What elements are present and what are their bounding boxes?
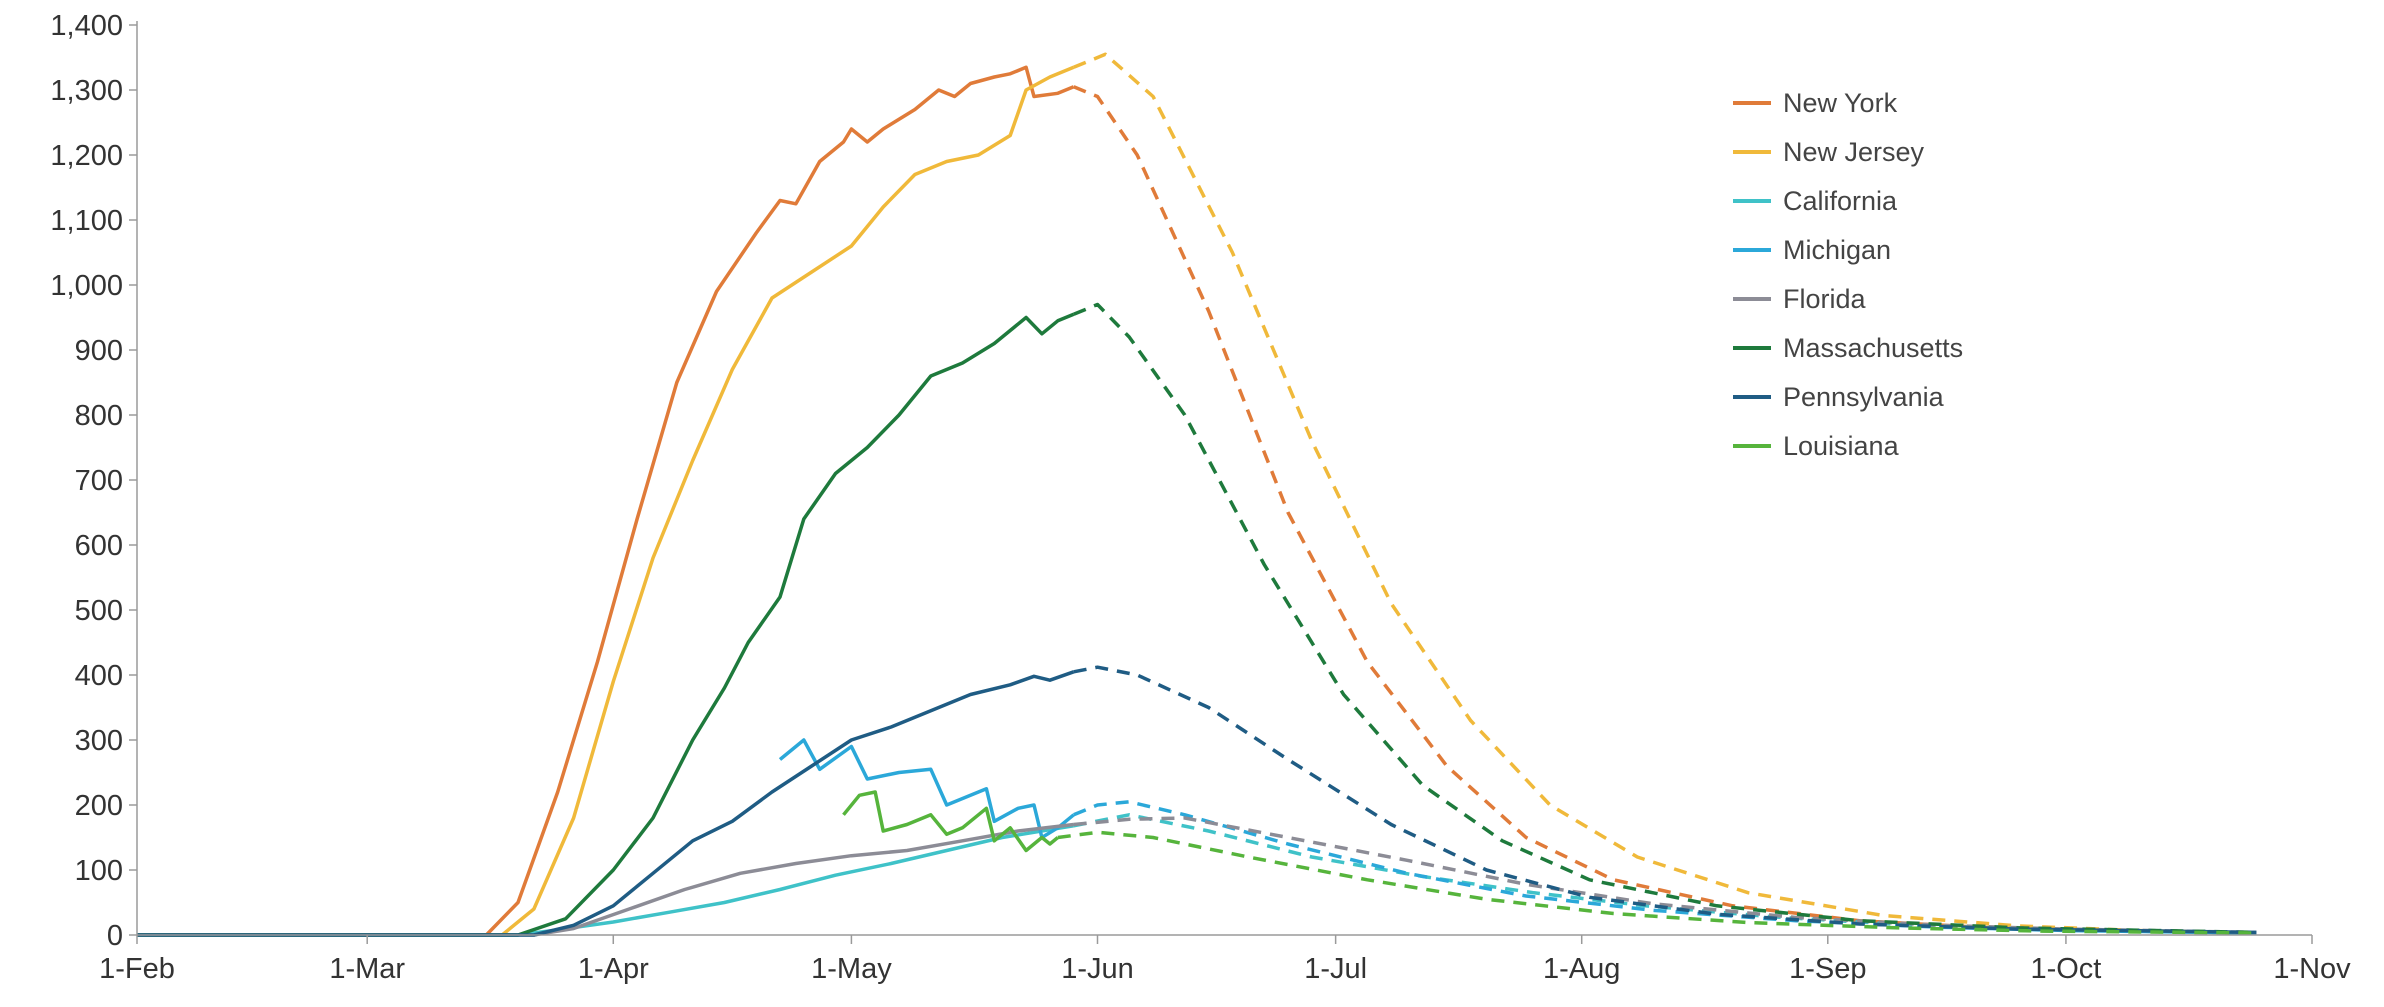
y-tick-label: 0 xyxy=(107,920,123,952)
actual-line-louisiana xyxy=(842,790,1059,853)
y-tick-label: 900 xyxy=(75,335,123,367)
legend-item-new-jersey: New Jersey xyxy=(1733,137,1925,167)
projected-line-massachusetts xyxy=(1073,302,2257,935)
x-tick-label: 1-Oct xyxy=(2030,953,2101,985)
projected-line-new-jersey xyxy=(1073,52,2257,935)
y-tick-label: 500 xyxy=(75,595,123,627)
y-tick-label: 700 xyxy=(75,465,123,497)
x-tick-label: 1-Jun xyxy=(1061,953,1134,985)
legend-label: Florida xyxy=(1783,284,1867,314)
y-tick-label: 300 xyxy=(75,725,123,757)
legend-label: Michigan xyxy=(1783,235,1891,265)
legend-label: Pennsylvania xyxy=(1783,382,1945,412)
y-tick-label: 600 xyxy=(75,530,123,562)
y-tick-label: 800 xyxy=(75,400,123,432)
x-tick-label: 1-Jul xyxy=(1304,953,1367,985)
legend-label: New Jersey xyxy=(1783,137,1925,167)
legend-item-new-york: New York xyxy=(1733,88,1898,118)
legend-item-louisiana: Louisiana xyxy=(1733,431,1900,461)
series-new-jersey xyxy=(137,52,2257,937)
projected-line-pennsylvania xyxy=(1073,665,2257,935)
legend-label: New York xyxy=(1783,88,1898,118)
x-tick-label: 1-May xyxy=(811,953,892,985)
legend-item-pennsylvania: Pennsylvania xyxy=(1733,382,1945,412)
legend-item-california: California xyxy=(1733,186,1898,216)
series-new-york xyxy=(137,65,2257,937)
y-tick-label: 100 xyxy=(75,855,123,887)
projected-line-florida xyxy=(1073,816,2257,935)
x-tick-label: 1-Sep xyxy=(1789,953,1866,985)
actual-line-pennsylvania xyxy=(137,670,1075,937)
series-michigan xyxy=(778,738,2257,935)
y-tick-label: 200 xyxy=(75,790,123,822)
axes-layer: 0 100 200 300 400 500 600 700 800 900 1,000 1,100 1,… xyxy=(50,10,2351,985)
actual-line-massachusetts xyxy=(137,312,1075,937)
y-tick-label: 1,400 xyxy=(50,10,123,42)
y-tick-label: 1,100 xyxy=(50,205,123,237)
legend-item-florida: Florida xyxy=(1733,284,1867,314)
actual-line-michigan xyxy=(778,738,1075,840)
x-tick-label: 1-Feb xyxy=(99,953,175,985)
legend-label: Massachusetts xyxy=(1783,333,1963,363)
projected-line-california xyxy=(1073,813,2257,935)
y-tick-label: 1,000 xyxy=(50,270,123,302)
legend-item-michigan: Michigan xyxy=(1733,235,1891,265)
series-louisiana xyxy=(842,790,2257,935)
x-tick-label: 1-Apr xyxy=(578,953,649,985)
x-tick-label: 1-Nov xyxy=(2273,953,2351,985)
series-florida xyxy=(137,816,2257,937)
y-tick-label: 400 xyxy=(75,660,123,692)
legend-label: California xyxy=(1783,186,1898,216)
series-pennsylvania xyxy=(137,665,2257,937)
legend-item-massachusetts: Massachusetts xyxy=(1733,333,1963,363)
projected-line-new-york xyxy=(1073,85,2257,935)
series-massachusetts xyxy=(137,302,2257,937)
y-tick-label: 1,200 xyxy=(50,140,123,172)
y-tick-label: 1,300 xyxy=(50,75,123,107)
projected-line-michigan xyxy=(1073,800,2257,935)
series-layer xyxy=(137,52,2257,937)
x-tick-label: 1-Mar xyxy=(329,953,405,985)
actual-line-new-jersey xyxy=(137,65,1075,937)
projected-line-louisiana xyxy=(1057,830,2257,935)
x-tick-label: 1-Aug xyxy=(1543,953,1620,985)
legend-label: Louisiana xyxy=(1783,431,1900,461)
actual-line-new-york xyxy=(137,65,1075,937)
actual-line-florida xyxy=(137,822,1074,937)
series-california xyxy=(137,813,2257,937)
legend: New York New Jersey California Michigan Flor… xyxy=(1733,88,1963,461)
